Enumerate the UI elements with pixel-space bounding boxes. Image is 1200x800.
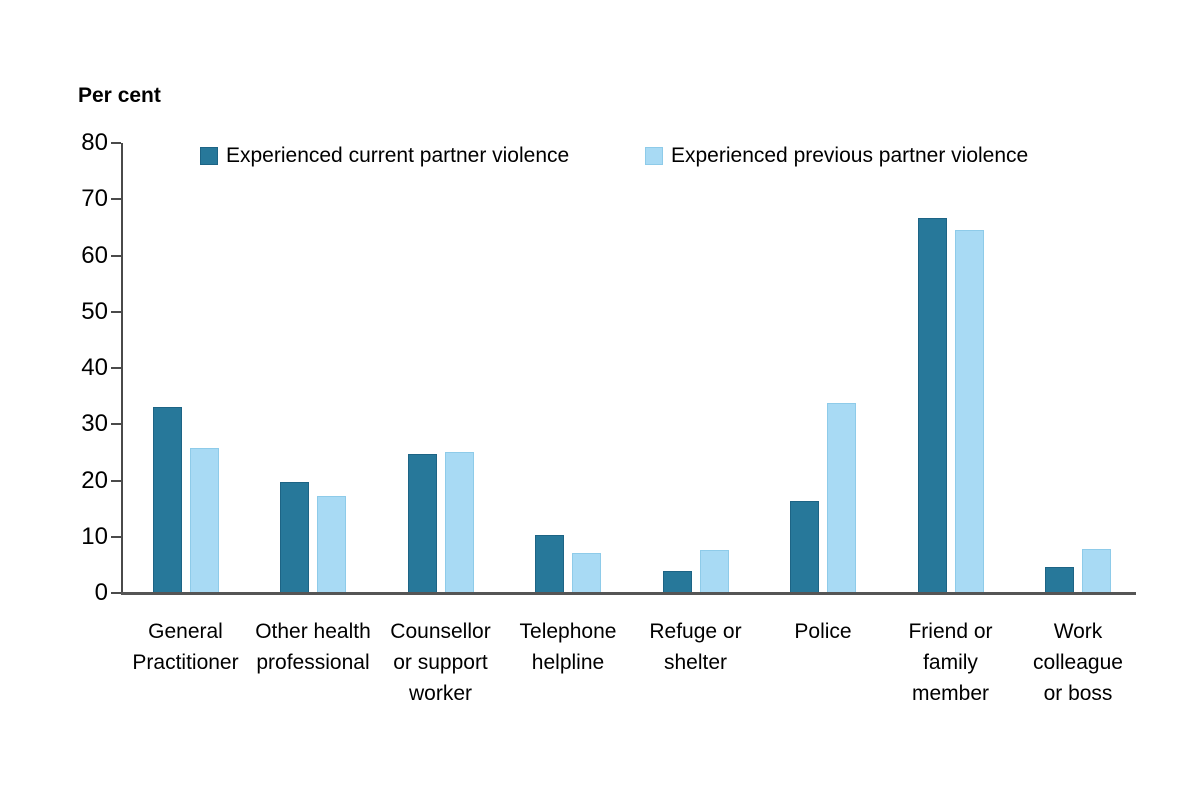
y-tick-label: 60 — [81, 241, 108, 269]
y-tick-label: 30 — [81, 410, 108, 438]
y-axis-line — [121, 143, 123, 594]
x-category-label: Other health professional — [255, 620, 371, 674]
bar-series2-cat1 — [189, 448, 219, 593]
legend-swatch-icon — [645, 147, 663, 165]
x-category-label: General Practitioner — [132, 620, 239, 674]
legend-item-1: Experienced current partner violence — [200, 144, 570, 167]
legend-item-2: Experienced previous partner violence — [645, 144, 1029, 167]
x-category-label: Friend or family member — [908, 620, 993, 705]
y-tick-label: 0 — [94, 579, 108, 606]
y-tick-label: 40 — [81, 354, 108, 381]
x-category-label: Work colleague or boss — [1033, 620, 1123, 705]
y-tick-mark — [111, 423, 121, 426]
legend-label: Experienced previous partner violence — [671, 144, 1029, 167]
legend-swatch-icon — [200, 147, 218, 165]
bar-series1-cat5 — [662, 570, 692, 593]
x-category-label: Police — [794, 620, 852, 643]
x-category-label: Counsellor or support worker — [390, 620, 491, 705]
y-tick-mark — [111, 535, 121, 538]
y-tick-mark — [111, 310, 121, 313]
bar-series1-cat6 — [790, 500, 819, 593]
y-tick-label: 70 — [81, 185, 108, 213]
y-tick-mark — [111, 198, 121, 201]
y-tick-label: 50 — [81, 297, 108, 325]
bar-series1-cat7 — [917, 218, 947, 593]
bar-series2-cat7 — [954, 230, 984, 593]
x-axis-line — [121, 592, 1136, 595]
bar-series2-cat2 — [317, 496, 346, 593]
bar-series1-cat2 — [280, 482, 309, 593]
y-tick-mark — [111, 479, 121, 482]
y-tick-mark — [111, 142, 121, 144]
bar-series2-cat3 — [444, 451, 474, 593]
bar-series1-cat4 — [535, 534, 564, 593]
bar-series1-cat8 — [1045, 566, 1074, 593]
bar-series2-cat4 — [572, 552, 601, 593]
y-tick-label: 10 — [81, 522, 108, 550]
bar-series2-cat6 — [827, 403, 856, 593]
bar-series1-cat1 — [152, 407, 182, 593]
bar-series2-cat8 — [1082, 549, 1111, 593]
y-axis-title: Per cent — [78, 84, 161, 107]
x-category-label: Telephone helpline — [519, 620, 617, 674]
y-tick-mark — [111, 254, 121, 257]
bar-series1-cat3 — [407, 454, 437, 593]
bar-series2-cat5 — [699, 550, 729, 593]
y-tick-mark — [111, 367, 121, 369]
y-tick-mark — [111, 592, 121, 594]
legend-label: Experienced current partner violence — [226, 144, 570, 167]
y-tick-label: 20 — [81, 466, 108, 494]
x-category-label: Refuge or shelter — [649, 620, 742, 674]
y-tick-label: 80 — [81, 129, 108, 156]
